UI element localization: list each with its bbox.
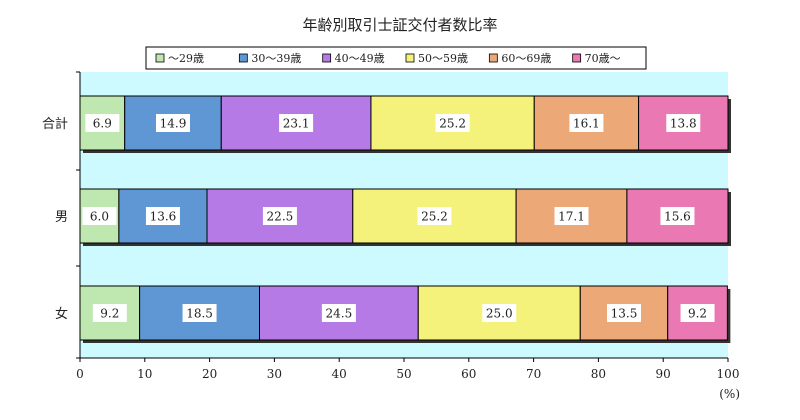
data-label-box	[92, 304, 127, 322]
data-label: 14.9	[160, 117, 187, 131]
data-label: 15.6	[664, 210, 691, 224]
data-label: 24.5	[326, 307, 353, 321]
legend-swatch	[405, 53, 415, 63]
data-label-box	[666, 114, 701, 132]
data-label-box	[82, 207, 117, 225]
data-label-box	[660, 207, 695, 225]
legend-swatch	[488, 53, 498, 63]
data-label: 23.1	[283, 117, 310, 131]
x-tick-label: 0	[76, 367, 84, 381]
x-axis-unit: (%)	[719, 387, 740, 401]
x-tick-label: 80	[591, 367, 606, 381]
data-label: 6.9	[93, 117, 112, 131]
x-tick-label: 10	[137, 367, 152, 381]
x-tick-label: 60	[461, 367, 476, 381]
x-tick-label: 40	[332, 367, 347, 381]
data-label: 16.1	[573, 117, 600, 131]
x-tick-label: 70	[526, 367, 541, 381]
legend-swatch	[572, 53, 582, 63]
category-label: 女	[55, 306, 68, 322]
data-label: 6.0	[90, 210, 109, 224]
category-label: 男	[55, 210, 68, 225]
legend-box	[145, 46, 647, 70]
data-label-box	[155, 114, 190, 132]
legend-label: 70歳～	[585, 52, 621, 65]
legend-label: 50～59歳	[418, 52, 468, 65]
data-label: 9.2	[100, 307, 119, 321]
data-label-box	[321, 304, 356, 322]
data-label-box	[435, 114, 470, 132]
data-label-box	[182, 304, 217, 322]
data-label-box	[482, 304, 517, 322]
data-label: 25.2	[421, 210, 448, 224]
data-label-box	[554, 207, 589, 225]
legend-swatch	[322, 53, 332, 63]
legend-swatch	[238, 53, 248, 63]
legend-label: 60～69歳	[501, 52, 551, 65]
category-label: 合計	[42, 116, 68, 132]
data-label-box	[680, 304, 715, 322]
x-tick-label: 50	[396, 367, 411, 381]
legend: ～29歳 30～39歳 40～49歳 50～59歳 60～69歳 70歳～	[145, 46, 647, 70]
data-label-box	[569, 114, 604, 132]
data-label-box	[85, 114, 120, 132]
x-tick-label: 20	[202, 367, 217, 381]
legend-label: 30～39歳	[251, 52, 301, 65]
x-tick-label: 30	[267, 367, 282, 381]
data-label: 25.2	[439, 117, 466, 131]
legend-swatch	[155, 53, 165, 63]
data-label: 13.6	[150, 210, 177, 224]
data-label-box	[417, 207, 452, 225]
data-label-box	[606, 304, 641, 322]
data-label: 18.5	[186, 307, 213, 321]
x-axis-ticks: 0 10 20 30 40 50 60 70 80 90 100	[76, 358, 739, 381]
data-label-box	[262, 207, 297, 225]
data-label: 9.2	[688, 307, 707, 321]
chart-title: 年齢別取引士証交付者数比率	[302, 16, 497, 34]
data-label: 17.1	[558, 210, 585, 224]
legend-label: ～29歳	[168, 52, 204, 65]
bars: 6.9 14.9 23.1 25.2 16.1 13.8 6.0 13.6 22.5 25.2 17…	[79, 95, 731, 343]
data-label: 25.0	[486, 307, 513, 321]
data-label-box	[145, 207, 180, 225]
data-label: 22.5	[267, 210, 294, 224]
legend-label: 40～49歳	[335, 52, 385, 65]
data-label-box	[279, 114, 314, 132]
x-tick-label: 90	[656, 367, 671, 381]
data-label: 13.5	[611, 307, 638, 321]
data-label: 13.8	[670, 117, 697, 131]
x-tick-label: 100	[717, 367, 740, 381]
